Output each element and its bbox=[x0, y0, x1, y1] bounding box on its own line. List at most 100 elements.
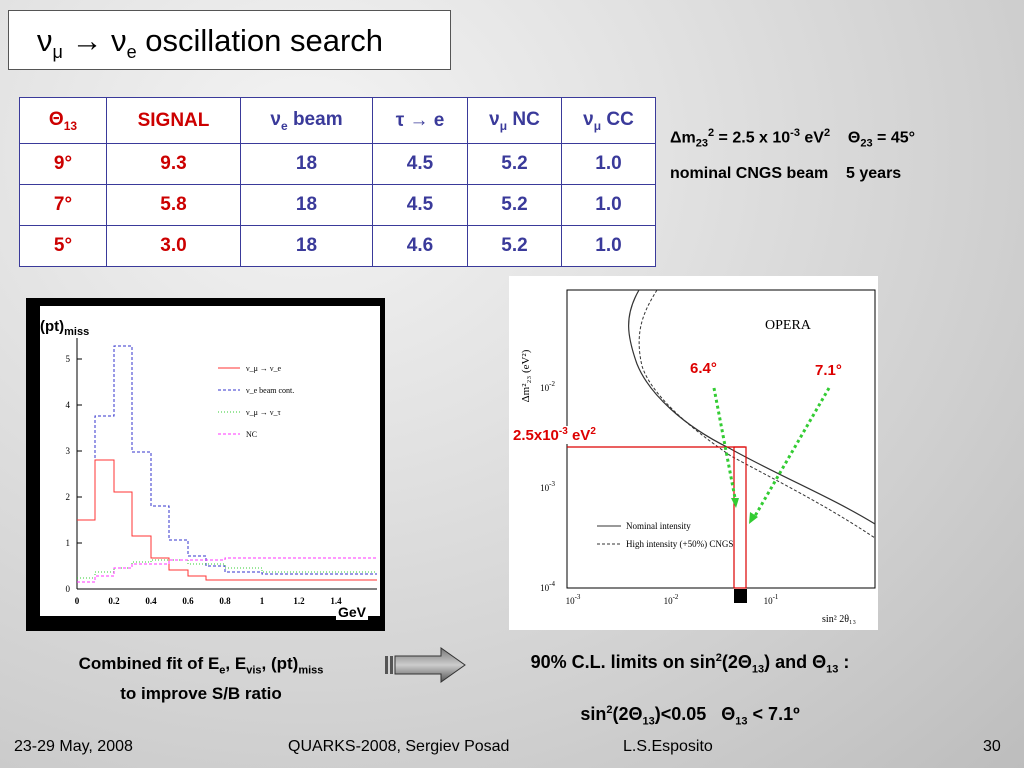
x-axis-label: sin² 2θ₁₃ bbox=[822, 614, 856, 625]
footer-date: 23-29 May, 2008 bbox=[14, 738, 133, 755]
table-row: 5° 3.0 18 4.6 5.2 1.0 bbox=[19, 225, 656, 267]
y-tick-label: 4 bbox=[66, 400, 71, 410]
y-tick-labels: 10-2 10-3 10-4 bbox=[540, 380, 555, 593]
x-tick-label: 0.2 bbox=[108, 596, 120, 606]
x-tick-labels: 0 0.2 0.4 0.6 0.8 1 1.2 1.4 bbox=[75, 596, 342, 606]
y-axis-label: (pt)miss bbox=[40, 318, 90, 338]
cell-theta: 7° bbox=[19, 184, 107, 226]
arrow-64-head bbox=[731, 498, 739, 508]
pt-miss-histogram-svg: 0 1 2 3 4 5 0 0.2 0.4 0.6 0.8 1 1.2 bbox=[66, 318, 377, 606]
cell-signal: 5.8 bbox=[106, 184, 241, 226]
x-tick-label: 0.4 bbox=[145, 596, 157, 606]
caption-right-line-2: sin2(2Θ13)<0.05 Θ13 < 7.1º bbox=[580, 703, 800, 728]
footer-author: L.S.Esposito bbox=[623, 738, 713, 755]
label-6-4-deg: 6.4° bbox=[690, 360, 717, 377]
pt-miss-histogram-frame: 0 1 2 3 4 5 0 0.2 0.4 0.6 0.8 1 1.2 bbox=[26, 298, 385, 631]
footer-page-number: 30 bbox=[983, 738, 1001, 755]
x-tick-label: 0.6 bbox=[182, 596, 194, 606]
title-arrow: → bbox=[71, 23, 103, 58]
opera-sensitivity-plot: Δm²₂₃ (eV²) 10-2 10-3 10-4 10-3 10-2 10-… bbox=[509, 276, 878, 630]
y-axis-label: Δm²₂₃ (eV²) bbox=[520, 349, 532, 402]
x-tick-label: 0.8 bbox=[219, 596, 231, 606]
header-numu-nc: νμ NC bbox=[467, 97, 562, 144]
histogram-legend: ν_μ → ν_e ν_e beam cont. ν_μ → ν_τ NC bbox=[218, 364, 294, 439]
cell-numu-nc: 5.2 bbox=[467, 225, 562, 267]
label-dm2-value: 2.5x10-3 eV2 bbox=[513, 426, 596, 444]
legend-label: ν_e beam cont. bbox=[246, 386, 294, 395]
slide-title: νμ → νe oscillation search bbox=[8, 10, 451, 70]
legend-label: NC bbox=[246, 430, 257, 439]
params-line-2: nominal CNGS beam 5 years bbox=[670, 164, 902, 182]
legend-nominal: Nominal intensity bbox=[626, 521, 691, 531]
cell-tau-e: 4.5 bbox=[372, 184, 468, 226]
x-tick-labels: 10-3 10-2 10-1 bbox=[566, 593, 779, 606]
y-tick-label: 10-3 bbox=[540, 480, 555, 493]
title-text: oscillation search bbox=[145, 23, 384, 58]
x-tick-label: 1.4 bbox=[330, 596, 342, 606]
caption-limits: 90% C.L. limits on sin2(2Θ13) and Θ13 : … bbox=[470, 638, 910, 741]
plot-title: OPERA bbox=[765, 318, 812, 333]
title-nu-e: νe bbox=[111, 23, 137, 63]
header-theta13: Θ13 bbox=[19, 97, 107, 144]
x-tick-label: 1.2 bbox=[293, 596, 305, 606]
x-tick-label: 10-3 bbox=[566, 593, 581, 606]
table-header-row: Θ13 SIGNAL νe beam τ → e νμ NC νμ CC bbox=[19, 97, 656, 144]
legend-label: ν_μ → ν_e bbox=[246, 364, 282, 373]
header-nue-beam: νe beam bbox=[240, 97, 373, 144]
caption-left-line-1: Combined fit of Ee, Evis, (pt)miss bbox=[78, 654, 324, 677]
y-tick-label: 1 bbox=[66, 538, 71, 548]
caption-combined-fit: Combined fit of Ee, Evis, (pt)miss to im… bbox=[30, 652, 372, 706]
limit-marker bbox=[734, 589, 747, 603]
cell-numu-cc: 1.0 bbox=[561, 184, 656, 226]
table-row: 7° 5.8 18 4.5 5.2 1.0 bbox=[19, 184, 656, 226]
cell-theta: 9° bbox=[19, 143, 107, 185]
parameters-text: Δm232 = 2.5 x 10-3 eV2 Θ23 = 45° nominal… bbox=[670, 118, 915, 189]
histogram-nc bbox=[77, 557, 377, 583]
cell-tau-e: 4.6 bbox=[372, 225, 468, 267]
y-tick-labels: 0 1 2 3 4 5 bbox=[66, 354, 71, 594]
arrow-64-deg bbox=[712, 387, 737, 499]
footer-conference: QUARKS-2008, Sergiev Posad bbox=[288, 738, 510, 755]
caption-right-line-1: 90% C.L. limits on sin2(2Θ13) and Θ13 : bbox=[530, 652, 850, 676]
arrow-71-deg bbox=[753, 387, 831, 517]
cell-numu-nc: 5.2 bbox=[467, 143, 562, 185]
y-tick-label: 10-2 bbox=[540, 380, 555, 393]
legend-high: High intensity (+50%) CNGS bbox=[626, 539, 733, 549]
limit-band bbox=[733, 446, 747, 589]
header-numu-cc: νμ CC bbox=[561, 97, 656, 144]
x-tick-label: 0 bbox=[75, 596, 80, 606]
cell-nue-beam: 18 bbox=[240, 184, 373, 226]
cell-signal: 3.0 bbox=[106, 225, 241, 267]
x-tick-label: 10-2 bbox=[664, 593, 679, 606]
contour-nominal bbox=[628, 289, 876, 525]
header-tau-e: τ → e bbox=[372, 97, 468, 144]
cell-numu-nc: 5.2 bbox=[467, 184, 562, 226]
title-nu-mu: νμ bbox=[37, 23, 63, 63]
y-tick-label: 10-4 bbox=[540, 580, 555, 593]
cell-numu-cc: 1.0 bbox=[561, 225, 656, 267]
y-tick-label: 5 bbox=[66, 354, 71, 364]
label-7-1-deg: 7.1° bbox=[815, 362, 842, 379]
pt-miss-histogram: 0 1 2 3 4 5 0 0.2 0.4 0.6 0.8 1 1.2 bbox=[40, 306, 380, 616]
y-tick-label: 2 bbox=[66, 492, 71, 502]
cell-theta: 5° bbox=[19, 225, 107, 267]
cell-nue-beam: 18 bbox=[240, 143, 373, 185]
cell-tau-e: 4.5 bbox=[372, 143, 468, 185]
cell-signal: 9.3 bbox=[106, 143, 241, 185]
block-arrow-icon bbox=[385, 647, 466, 683]
cell-numu-cc: 1.0 bbox=[561, 143, 656, 185]
legend-label: ν_μ → ν_τ bbox=[246, 408, 282, 417]
cell-nue-beam: 18 bbox=[240, 225, 373, 267]
x-tick-label: 1 bbox=[260, 596, 265, 606]
y-tick-label: 0 bbox=[66, 584, 71, 594]
y-ticks bbox=[77, 358, 82, 544]
x-tick-label: 10-1 bbox=[764, 593, 779, 606]
histogram-numu-nutau bbox=[77, 559, 377, 579]
histogram-nue-beam bbox=[77, 345, 377, 575]
event-rates-table: Θ13 SIGNAL νe beam τ → e νμ NC νμ CC 9° … bbox=[19, 97, 656, 267]
header-signal: SIGNAL bbox=[106, 97, 241, 144]
table-row: 9° 9.3 18 4.5 5.2 1.0 bbox=[19, 143, 656, 185]
histogram-numu-nue bbox=[77, 459, 377, 581]
y-tick-label: 3 bbox=[66, 446, 71, 456]
opera-sensitivity-svg: Δm²₂₃ (eV²) 10-2 10-3 10-4 10-3 10-2 10-… bbox=[520, 289, 876, 625]
